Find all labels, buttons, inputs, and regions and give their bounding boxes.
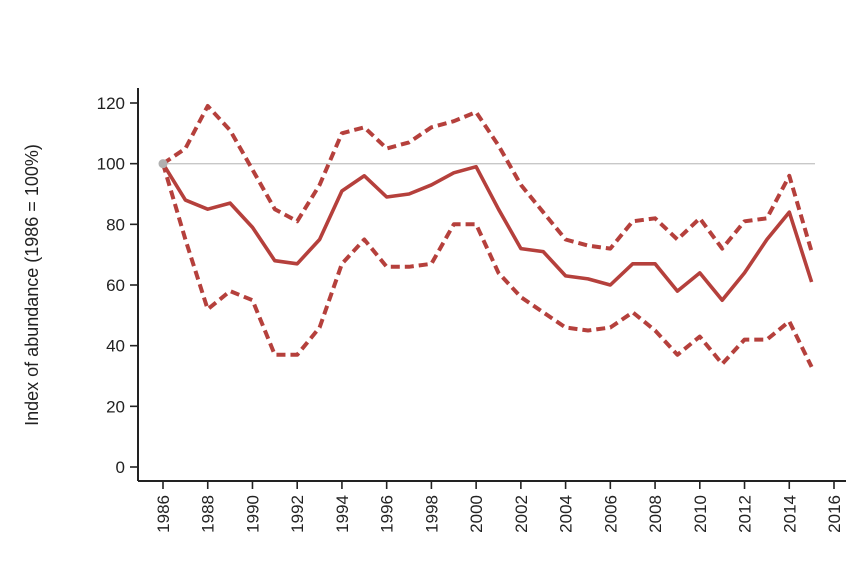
x-tick-label: 1998 bbox=[422, 495, 441, 533]
x-tick-label: 2000 bbox=[467, 495, 486, 533]
y-tick-label: 0 bbox=[116, 458, 125, 477]
y-tick-label: 100 bbox=[97, 155, 125, 174]
x-tick-label: 2002 bbox=[512, 495, 531, 533]
y-tick-label: 120 bbox=[97, 94, 125, 113]
x-tick-label: 2006 bbox=[601, 495, 620, 533]
x-tick-label: 2016 bbox=[825, 495, 844, 533]
y-tick-label: 20 bbox=[106, 397, 125, 416]
index-line bbox=[161, 162, 814, 303]
x-tick-label: 2004 bbox=[557, 495, 576, 533]
y-axis-title: Index of abundance (1986 = 100%) bbox=[22, 144, 42, 426]
x-tick-label: 1996 bbox=[378, 495, 397, 533]
x-tick-label: 2014 bbox=[780, 495, 799, 533]
lower-bound-line bbox=[161, 163, 814, 368]
x-tick-label: 1992 bbox=[288, 495, 307, 533]
y-tick-label: 40 bbox=[106, 337, 125, 356]
y-tick-label: 80 bbox=[106, 215, 125, 234]
x-tick-label: 2012 bbox=[736, 495, 755, 533]
axes-group: 0 20 40 60 80 100 120 1986 1988 1990 1992 1994 1996 1… bbox=[97, 88, 846, 533]
x-tick-label: 1986 bbox=[154, 495, 173, 533]
series-group bbox=[161, 104, 814, 368]
x-tick-label: 2010 bbox=[691, 495, 710, 533]
x-tick-label: 1988 bbox=[199, 495, 218, 533]
marker-group bbox=[158, 159, 168, 169]
upper-bound-line bbox=[161, 104, 814, 253]
y-tick-label: 60 bbox=[106, 276, 125, 295]
baseline-marker bbox=[158, 159, 168, 169]
x-tick-label: 1990 bbox=[244, 495, 263, 533]
x-tick-label: 1994 bbox=[333, 495, 352, 533]
x-tick-label: 2008 bbox=[646, 495, 665, 533]
